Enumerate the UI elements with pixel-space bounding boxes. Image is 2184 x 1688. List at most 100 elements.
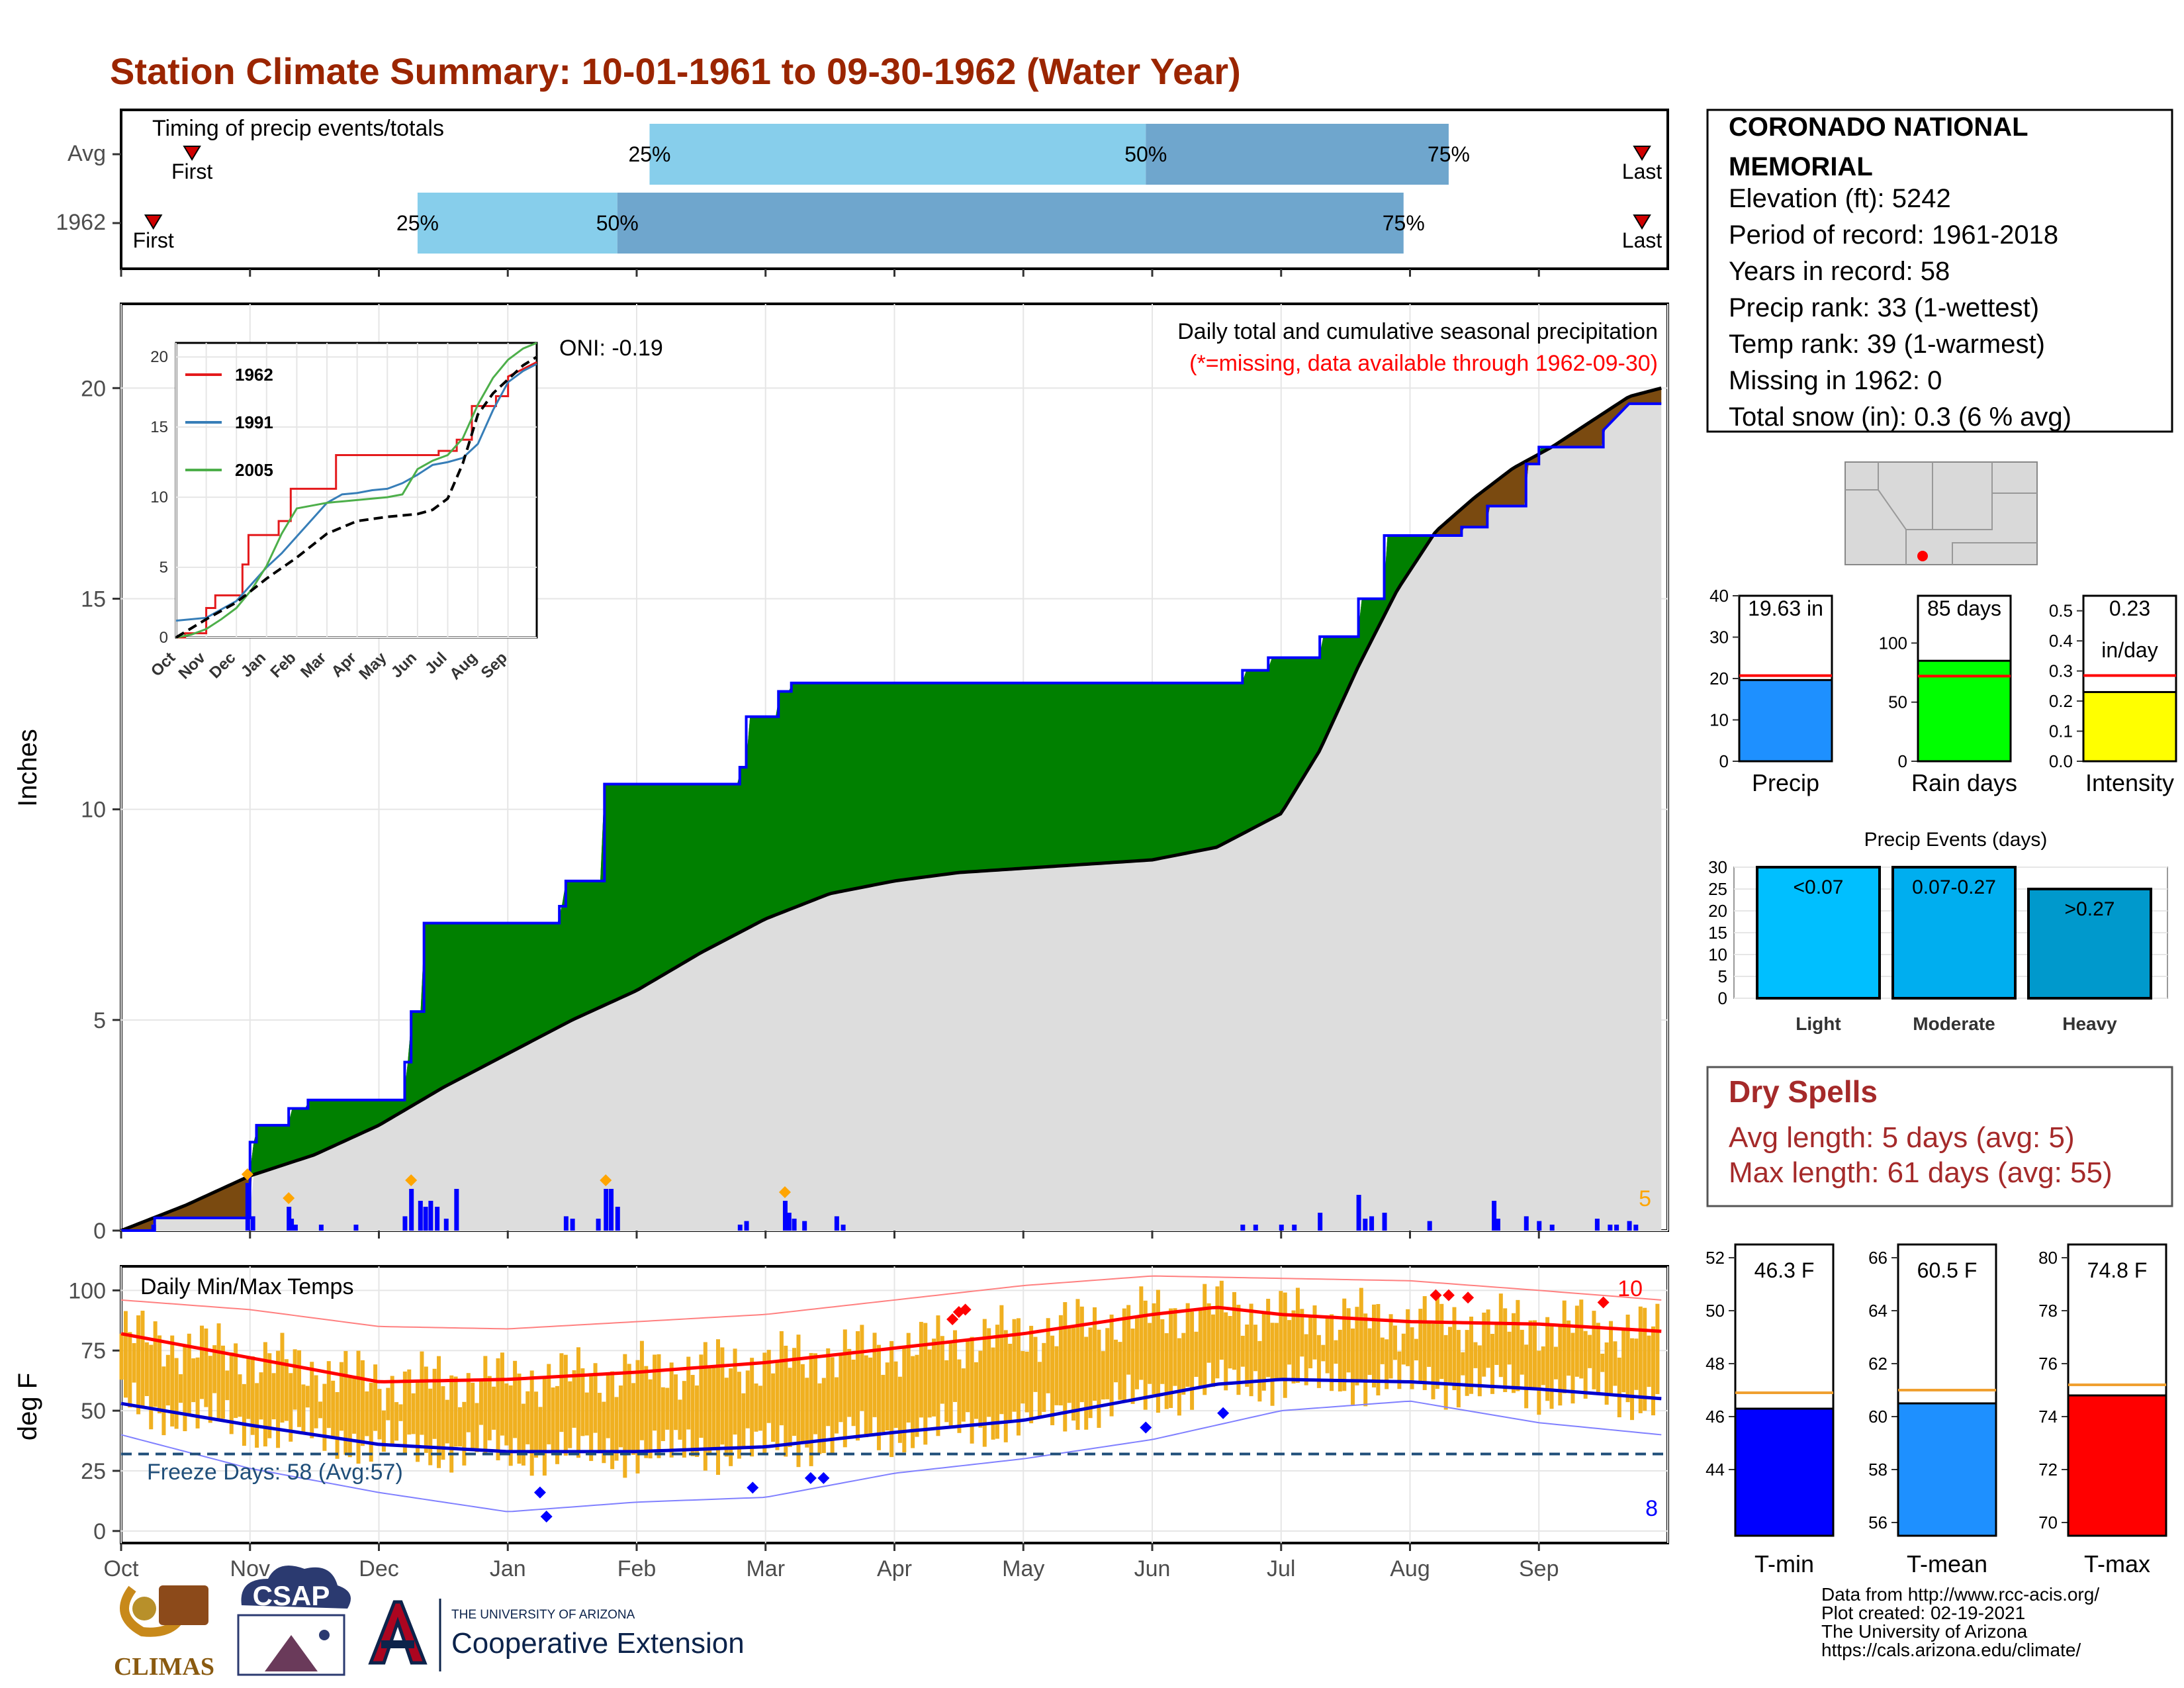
daily-temp-bar — [314, 1375, 318, 1429]
daily-temp-bar — [555, 1385, 560, 1464]
mini-bar-value-label: 0.23 — [2109, 596, 2150, 620]
daily-temp-bar — [1330, 1314, 1334, 1391]
y-tick-label: 15 — [81, 586, 106, 612]
daily-temp-bar — [893, 1361, 898, 1429]
daily-temp-bar — [220, 1345, 225, 1419]
record-high-marker — [1442, 1289, 1455, 1301]
daily-temp-bar — [165, 1354, 170, 1406]
daily-precip-bar — [250, 1216, 255, 1231]
timing-panel: Timing of precip events/totals Avg 1962 … — [56, 109, 1669, 270]
daily-temp-bar — [1503, 1308, 1508, 1392]
daily-temp-bar — [1359, 1288, 1363, 1382]
daily-temp-bar — [936, 1315, 940, 1436]
month-label: May — [1002, 1556, 1044, 1581]
daily-temp-bar — [441, 1386, 445, 1460]
daily-temp-bar — [1376, 1303, 1381, 1396]
y-tick-label: 0 — [93, 1219, 106, 1244]
daily-temp-bar — [1473, 1342, 1478, 1368]
temp-bar-tick-label: 48 — [1706, 1354, 1725, 1374]
precip-y-axis-label: Inches — [13, 729, 42, 807]
station-info-box: CORONADO NATIONAL MEMORIAL Elevation (ft… — [1706, 109, 2173, 433]
daily-temp-bar — [1516, 1299, 1520, 1391]
daily-precip-bar — [1382, 1213, 1387, 1231]
daily-temp-bar — [618, 1385, 623, 1448]
daily-precip-bar — [596, 1219, 601, 1231]
daily-temp-bar — [813, 1353, 818, 1434]
mini-bar-tick-label: 100 — [1879, 633, 1907, 653]
daily-temp-bar — [1113, 1339, 1118, 1383]
first-event-marker — [144, 214, 163, 230]
daily-temp-bar — [123, 1311, 128, 1398]
daily-temp-bar — [817, 1383, 822, 1454]
daily-temp-bar — [529, 1370, 534, 1476]
daily-temp-bar — [225, 1370, 230, 1401]
daily-temp-bar — [1482, 1312, 1486, 1377]
daily-temp-bar — [653, 1354, 657, 1431]
y-tick-label: 5 — [93, 1008, 106, 1033]
daily-temp-bar — [487, 1376, 492, 1440]
avg-high-line — [120, 1305, 1662, 1383]
month-label: Nov — [230, 1556, 270, 1581]
temp-bar-tick-label: 58 — [1868, 1460, 1888, 1479]
daily-precip-bar — [1318, 1213, 1323, 1231]
daily-temp-bar — [457, 1407, 462, 1447]
station-elevation: Elevation (ft): 5242 — [1729, 184, 1951, 213]
daily-temp-bar — [733, 1348, 737, 1435]
daily-temp-bar — [1093, 1307, 1097, 1401]
daily-temp-bar — [915, 1354, 919, 1437]
daily-temp-bar — [318, 1401, 322, 1419]
daily-temp-bar — [356, 1350, 361, 1464]
y-tick-label: 10 — [81, 798, 106, 823]
daily-temp-bar — [339, 1362, 343, 1431]
daily-temp-bar — [284, 1359, 289, 1421]
daily-temp-bar — [1050, 1335, 1055, 1426]
month-label: Jun — [1134, 1556, 1171, 1581]
daily-temp-bar — [267, 1353, 272, 1438]
daily-temp-bar — [779, 1331, 784, 1426]
temp-bar-tick-label: 72 — [2038, 1460, 2058, 1479]
daily-temp-bar — [1388, 1314, 1393, 1379]
daily-temp-bar — [974, 1362, 979, 1419]
daily-temp-bar — [665, 1387, 670, 1430]
daily-temp-bar — [1245, 1324, 1250, 1387]
last-event-marker — [1633, 146, 1651, 161]
footer-line2: Plot created: 02-19-2021 — [1821, 1603, 2025, 1623]
daily-temp-bar — [1549, 1325, 1554, 1409]
observed-cumulative-line — [121, 402, 1662, 1232]
daily-temp-bar — [1173, 1308, 1177, 1386]
heavy-event-marker — [778, 1186, 791, 1198]
daily-temp-bar — [957, 1359, 962, 1433]
daily-temp-bar — [1537, 1350, 1541, 1415]
daily-temp-bar — [800, 1364, 805, 1442]
daily-temp-bar — [521, 1403, 525, 1466]
daily-precip-bar — [1356, 1195, 1361, 1231]
daily-precip-bar — [1279, 1225, 1284, 1231]
mini-bar-tick-label: 0.3 — [2049, 661, 2073, 681]
daily-temp-bar — [492, 1386, 496, 1430]
daily-temp-bar — [872, 1333, 877, 1417]
record-low-marker — [540, 1511, 553, 1523]
daily-temp-bar — [428, 1388, 433, 1466]
daily-temp-bar — [297, 1350, 302, 1427]
heavy-event-marker — [405, 1174, 418, 1186]
daily-temp-bar — [695, 1385, 700, 1457]
inset-series-line — [175, 355, 538, 639]
record-high-marker — [1597, 1296, 1610, 1309]
daily-temp-bar — [386, 1387, 390, 1421]
daily-precip-bar — [418, 1201, 423, 1231]
month-label: Apr — [877, 1556, 912, 1581]
daily-temp-bar — [1643, 1307, 1647, 1411]
daily-temp-bar — [199, 1325, 204, 1399]
daily-temp-bar — [842, 1329, 847, 1448]
daily-precip-bar — [423, 1207, 428, 1231]
daily-temp-bar — [1042, 1342, 1046, 1412]
daily-precip-bar — [1633, 1225, 1639, 1231]
freeze-days-label: Freeze Days: 58 (Avg:57) — [147, 1460, 403, 1485]
daily-temp-bar — [462, 1401, 467, 1466]
station-temp-rank: Temp rank: 39 (1-warmest) — [1729, 330, 2045, 359]
dry-spells-box: Dry Spells Avg length: 5 days (avg: 5) M… — [1706, 1066, 2173, 1207]
daily-temp-bar — [1181, 1333, 1186, 1395]
daily-temp-bar — [149, 1344, 154, 1430]
daily-temp-bar — [144, 1342, 149, 1397]
